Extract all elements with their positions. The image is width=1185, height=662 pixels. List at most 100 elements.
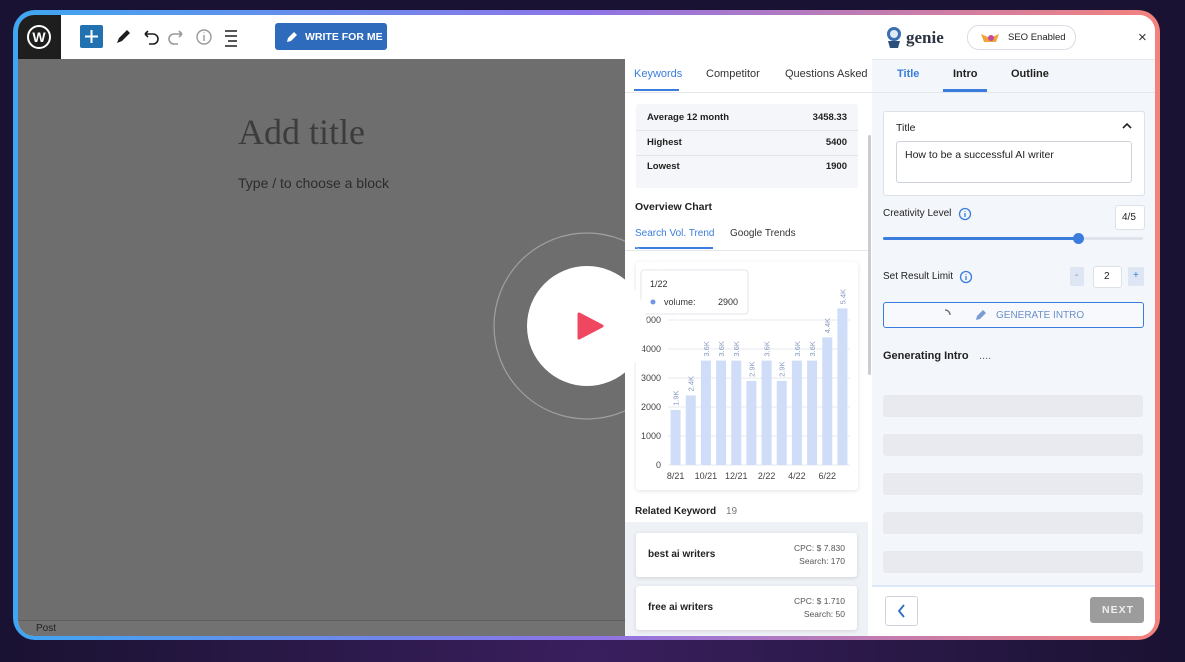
limit-value: 2: [1104, 271, 1110, 282]
generate-intro-button[interactable]: GENERATE INTRO: [883, 302, 1144, 328]
chart-tab[interactable]: Google Trends: [730, 228, 796, 239]
write-for-me-button[interactable]: WRITE FOR ME: [275, 23, 387, 50]
bar-chart: 0 1000 2000 3000 4000 5000 1.9K 8/21 2.4K 3.6K 10/…: [640, 269, 850, 481]
slider-fill: [883, 237, 1078, 240]
bar: [761, 360, 772, 465]
genie-mascot: [887, 27, 901, 48]
value-label: 3.6K: [793, 341, 802, 356]
value-label: 2.4K: [687, 376, 696, 391]
slider-knob[interactable]: [1073, 233, 1084, 244]
row-divider: [636, 130, 858, 131]
title-textarea[interactable]: How to be a successful AI writer: [896, 141, 1132, 183]
keyword-card[interactable]: free ai writers CPC: $ 1.710 Search: 50: [636, 586, 857, 630]
bar: [685, 395, 696, 465]
pencil-icon: [976, 310, 986, 320]
seo-icon: [981, 34, 999, 42]
field-label: Creativity Level: [883, 208, 952, 219]
seo-badge[interactable]: SEO Enabled: [967, 25, 1076, 50]
increment-button[interactable]: +: [1128, 267, 1144, 286]
x-tick-label: 12/21: [725, 471, 748, 481]
tab[interactable]: Questions Asked: [785, 68, 868, 80]
title-card: Title How to be a successful AI writer: [883, 111, 1145, 196]
play-overlay[interactable]: [490, 230, 684, 424]
value-label: 3.6K: [717, 341, 726, 356]
skeleton-line: [883, 512, 1143, 534]
plus-icon: [85, 30, 98, 43]
collapse-icon[interactable]: [1121, 121, 1133, 131]
back-button[interactable]: [885, 596, 918, 626]
info-icon[interactable]: [958, 207, 972, 221]
bar: [837, 308, 848, 465]
title-placeholder[interactable]: Add title: [238, 112, 365, 152]
tooltip-value: 2900: [718, 297, 738, 307]
button-label: +: [1133, 270, 1139, 281]
value-label: 3.6K: [763, 341, 772, 356]
value-label: 3.6K: [732, 341, 741, 356]
keyword: best ai writers: [648, 549, 716, 560]
badge-label: SEO Enabled: [1008, 32, 1066, 43]
value-label: 1.9K: [672, 390, 681, 405]
y-tick-label: 5000: [641, 315, 661, 325]
info-icon[interactable]: [959, 270, 973, 284]
cpc: CPC: $ 1.710: [793, 596, 845, 606]
toolbar-icons[interactable]: [112, 26, 247, 48]
wp-icon: W: [27, 25, 51, 49]
value-label: 3.6K: [702, 341, 711, 356]
section-title: Overview Chart: [635, 201, 713, 213]
tab[interactable]: Title: [897, 68, 920, 80]
stat-label: Lowest: [647, 161, 680, 172]
creativity-value: 4/5: [1122, 212, 1136, 223]
value-box: 4/5: [1115, 205, 1145, 230]
value-label: 2.9K: [778, 361, 787, 376]
bar: [791, 360, 802, 465]
tab[interactable]: Outline: [1011, 68, 1049, 80]
stat-value: 3458.33: [812, 112, 847, 123]
pencil-icon: [287, 32, 297, 42]
button-label: WRITE FOR ME: [305, 31, 383, 43]
stat-value: 5400: [825, 137, 847, 148]
x-tick-label: 4/22: [788, 471, 806, 481]
chart-card: 0 1000 2000 3000 4000 5000 1.9K 8/21 2.4K 3.6K 10/…: [636, 262, 858, 490]
x-tick-label: 8/21: [667, 471, 685, 481]
bar: [700, 360, 711, 465]
add-block-button[interactable]: [80, 25, 103, 48]
y-tick-label: 1000: [641, 431, 661, 441]
x-tick-label: 10/21: [695, 471, 718, 481]
breadcrumb[interactable]: Post: [36, 623, 57, 634]
tab-underline: [634, 89, 679, 91]
chart-tab[interactable]: Search Vol. Trend: [635, 228, 715, 239]
next-button[interactable]: NEXT: [1090, 597, 1144, 623]
bar: [822, 337, 833, 465]
keyword-card[interactable]: best ai writers CPC: $ 7.830 Search: 170: [636, 533, 857, 577]
tab[interactable]: Competitor: [706, 68, 760, 80]
y-tick-label: 0: [656, 460, 661, 470]
status-title: Generating Intro: [883, 350, 969, 362]
field-label: Set Result Limit: [883, 271, 954, 282]
bar: [670, 409, 681, 465]
tab[interactable]: Intro: [953, 68, 978, 80]
close-button[interactable]: ×: [1138, 29, 1147, 46]
stat-label: Average 12 month: [647, 112, 730, 123]
card-label: Title: [896, 122, 916, 134]
bar: [807, 360, 818, 465]
y-tick-label: 4000: [641, 344, 661, 354]
limit-box[interactable]: 2: [1093, 266, 1122, 288]
status-dots: ....: [979, 350, 992, 362]
related-count: 19: [726, 506, 738, 517]
tab[interactable]: Keywords: [634, 68, 683, 80]
y-tick-label: 3000: [641, 373, 661, 383]
keyword: free ai writers: [648, 602, 714, 613]
block-placeholder[interactable]: Type / to choose a block: [238, 175, 389, 191]
decrement-button[interactable]: -: [1070, 267, 1084, 286]
cpc: CPC: $ 7.830: [793, 543, 845, 553]
divider: [625, 250, 868, 251]
spinner: [944, 309, 951, 316]
divider: [625, 92, 872, 93]
scrollbar[interactable]: [868, 135, 871, 375]
skeleton-line: [883, 434, 1143, 456]
wp-logo[interactable]: W: [18, 15, 61, 59]
tooltip: 1/22 volume: 2900: [640, 269, 749, 315]
